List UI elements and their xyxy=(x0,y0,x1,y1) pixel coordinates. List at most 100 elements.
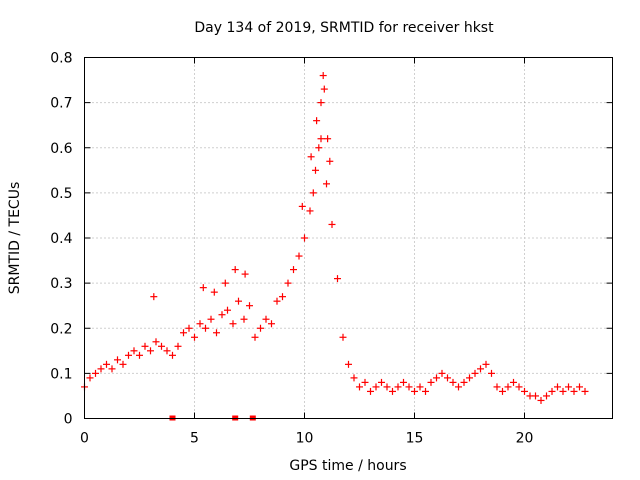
data-point xyxy=(158,342,165,350)
data-point xyxy=(521,387,528,395)
data-point xyxy=(438,369,446,377)
data-point xyxy=(141,342,149,350)
data-point xyxy=(449,378,457,386)
data-point xyxy=(235,297,242,305)
data-point xyxy=(576,383,583,391)
data-point xyxy=(152,338,160,346)
data-point xyxy=(455,383,462,391)
data-point xyxy=(163,347,171,355)
data-point xyxy=(317,99,325,107)
data-point xyxy=(466,374,473,382)
data-point xyxy=(241,270,249,278)
data-point xyxy=(298,202,306,210)
data-point xyxy=(295,252,303,260)
data-point xyxy=(218,311,226,319)
data-point xyxy=(196,320,204,328)
data-point xyxy=(411,387,418,395)
data-point xyxy=(427,378,435,386)
y-tick-label: 0.3 xyxy=(50,276,72,292)
data-point xyxy=(315,144,323,152)
y-tick-label: 0 xyxy=(64,412,73,428)
data-point xyxy=(372,383,380,391)
data-point xyxy=(262,315,270,323)
data-point xyxy=(103,360,110,368)
data-point xyxy=(433,374,440,382)
data-point xyxy=(460,378,468,386)
x-tick-label: 20 xyxy=(516,431,534,447)
data-point xyxy=(213,329,220,337)
x-tick-label: 0 xyxy=(80,431,89,447)
data-point xyxy=(246,302,253,310)
y-tick-label: 0.6 xyxy=(50,141,72,157)
x-axis-title: GPS time / hours xyxy=(289,458,406,474)
data-point xyxy=(471,369,479,377)
data-point xyxy=(240,315,248,323)
x-tick-label: 10 xyxy=(296,431,314,447)
x-tick-label: 15 xyxy=(406,431,424,447)
data-point xyxy=(136,351,143,359)
data-point xyxy=(559,387,567,395)
data-point xyxy=(119,360,127,368)
data-point xyxy=(570,387,578,395)
data-point xyxy=(313,117,321,125)
data-point xyxy=(207,315,215,323)
data-point xyxy=(306,207,314,215)
data-point xyxy=(268,320,275,328)
data-point xyxy=(210,288,218,296)
data-point xyxy=(581,387,589,395)
data-point xyxy=(202,324,209,332)
data-point xyxy=(356,383,363,391)
data-point xyxy=(444,374,451,382)
data-point xyxy=(361,378,369,386)
data-point xyxy=(326,157,334,165)
data-point xyxy=(350,374,358,382)
data-point xyxy=(279,293,286,301)
data-point xyxy=(400,378,407,386)
data-point xyxy=(422,387,429,395)
data-point xyxy=(273,297,281,305)
data-point xyxy=(548,387,556,395)
data-point xyxy=(416,383,424,391)
data-point xyxy=(565,383,572,391)
grid-lines xyxy=(84,57,613,419)
data-point xyxy=(221,279,229,287)
x-tick-label: 5 xyxy=(190,431,199,447)
data-point xyxy=(229,320,237,328)
data-point xyxy=(323,180,330,188)
data-point xyxy=(130,347,138,355)
data-point xyxy=(180,329,187,337)
data-point xyxy=(231,266,239,274)
data-point xyxy=(307,153,315,161)
y-tick-label: 0.1 xyxy=(50,366,72,382)
data-point xyxy=(383,383,391,391)
data-point xyxy=(147,347,154,355)
data-point xyxy=(477,365,484,373)
data-point xyxy=(114,356,121,364)
data-point xyxy=(537,396,545,404)
data-point xyxy=(378,378,385,386)
data-point xyxy=(174,342,182,350)
data-point xyxy=(301,234,308,242)
y-axis-ticks: 0 0.1 0.2 0.3 0.4 0.5 0.6 0.7 0.8 xyxy=(50,51,613,428)
y-tick-label: 0.7 xyxy=(50,96,72,112)
data-point xyxy=(86,374,94,382)
data-point xyxy=(499,387,506,395)
data-point xyxy=(185,324,193,332)
data-point xyxy=(554,383,561,391)
plot-frame xyxy=(84,57,613,419)
data-point xyxy=(367,387,374,395)
data-point xyxy=(510,378,517,386)
y-tick-label: 0.4 xyxy=(50,231,72,247)
data-point xyxy=(488,369,495,377)
data-point xyxy=(405,383,413,391)
data-point xyxy=(251,333,259,341)
data-point xyxy=(543,392,550,400)
y-tick-label: 0.8 xyxy=(50,51,72,67)
data-point xyxy=(290,266,297,274)
y-tick-label: 0.5 xyxy=(50,186,72,202)
data-point xyxy=(257,324,264,332)
data-point xyxy=(224,306,231,314)
data-point xyxy=(108,365,116,373)
